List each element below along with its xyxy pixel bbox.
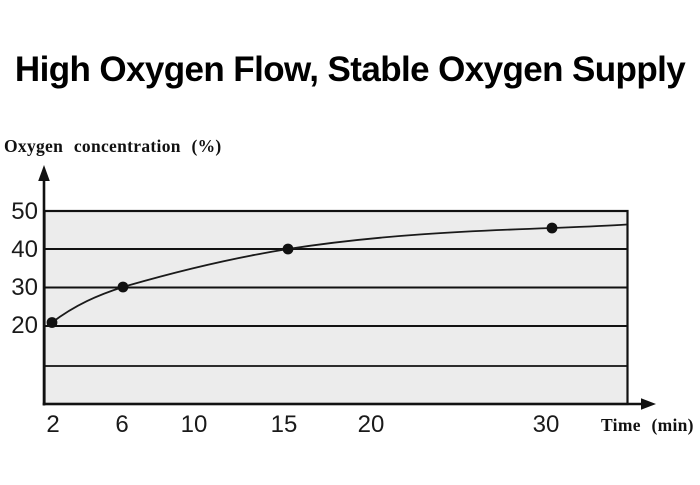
- y-tick-label-40: 40: [11, 236, 38, 263]
- data-point-30min-46pct: [546, 222, 558, 234]
- data-point-2min-21pct: [46, 317, 58, 328]
- data-point-6min-30pct: [117, 281, 129, 293]
- x-axis-title: Time (min): [601, 415, 694, 435]
- chart-title: High Oxygen Flow, Stable Oxygen Supply: [14, 50, 686, 89]
- x-tick-label-30: 30: [532, 411, 560, 438]
- y-axis-arrow-icon: [38, 165, 50, 181]
- y-axis-title: Oxygen concentration (%): [4, 136, 222, 156]
- y-tick-label-50: 50: [11, 198, 38, 225]
- x-tick-label-6: 6: [115, 411, 129, 438]
- x-tick-label-10: 10: [180, 411, 208, 438]
- x-tick-label-2: 2: [46, 411, 60, 438]
- data-point-15min-40pct: [282, 243, 294, 255]
- y-tick-label-20: 20: [11, 312, 38, 339]
- x-axis-arrow-icon: [641, 398, 656, 410]
- y-tick-label-30: 30: [11, 274, 38, 301]
- x-tick-label-15: 15: [270, 411, 298, 438]
- x-tick-label-20: 20: [357, 411, 385, 438]
- plot-area-band: [43, 209, 629, 406]
